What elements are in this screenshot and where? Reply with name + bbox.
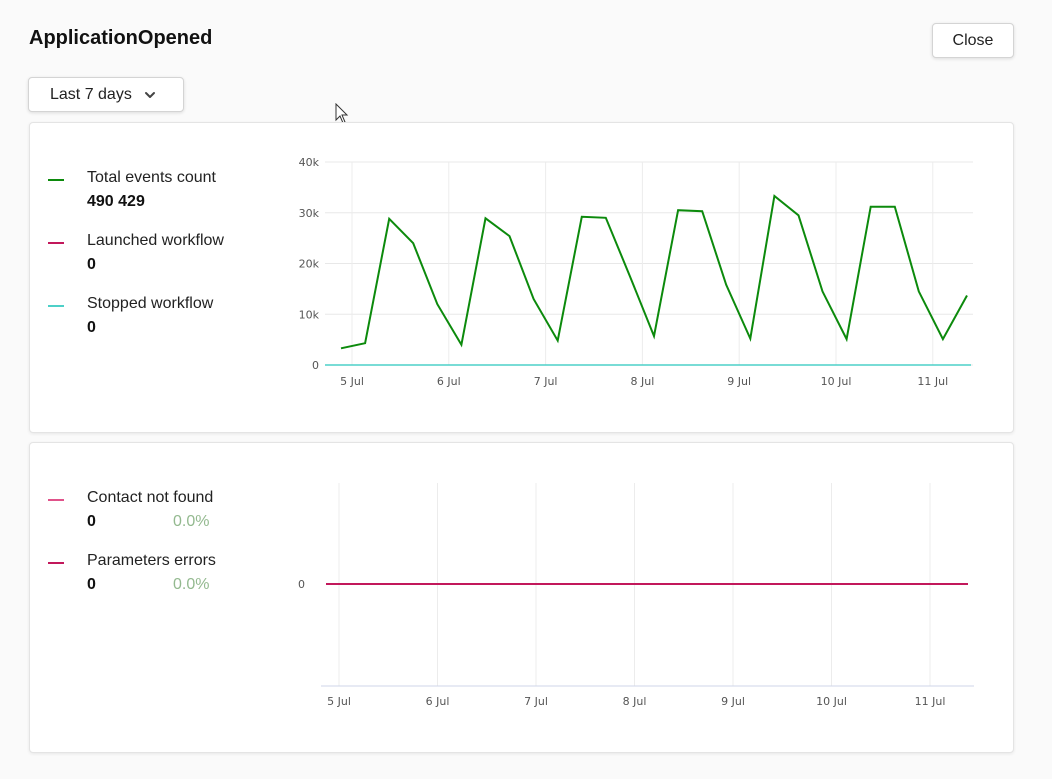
legend-label: Parameters errors bbox=[87, 552, 216, 569]
x-tick-label: 9 Jul bbox=[727, 375, 751, 388]
legend-line-launched bbox=[48, 242, 64, 244]
date-range-label: Last 7 days bbox=[50, 85, 132, 103]
x-tick-label: 5 Jul bbox=[327, 695, 351, 708]
y-tick-label: 40k bbox=[299, 156, 320, 169]
close-button[interactable]: Close bbox=[932, 23, 1014, 58]
legend-label: Contact not found bbox=[87, 489, 214, 506]
legend-value: 0 bbox=[87, 256, 96, 273]
x-tick-label: 10 Jul bbox=[816, 695, 847, 708]
x-tick-label: 5 Jul bbox=[340, 375, 364, 388]
y-tick-label: 0 bbox=[312, 359, 319, 372]
legend-value: 0 bbox=[87, 319, 96, 336]
x-tick-label: 11 Jul bbox=[915, 695, 946, 708]
series-total-events bbox=[340, 194, 968, 350]
x-tick-label: 8 Jul bbox=[623, 695, 647, 708]
y-tick-label: 0 bbox=[298, 578, 305, 591]
legend-percent: 0.0% bbox=[173, 513, 210, 530]
legend-line-total bbox=[48, 179, 64, 181]
chevron-down-icon bbox=[145, 92, 155, 98]
x-tick-label: 7 Jul bbox=[534, 375, 558, 388]
events-line-chart: 0 10k 20k 30k 40k 5 Jul 6 Jul 7 Jul 8 Jul 9 Jul 10… bbox=[299, 156, 973, 388]
x-tick-label: 7 Jul bbox=[524, 695, 548, 708]
x-tick-label: 6 Jul bbox=[426, 695, 450, 708]
date-range-select[interactable]: Last 7 days bbox=[28, 77, 184, 112]
legend-value: 0 bbox=[87, 576, 96, 593]
legend-value: 0 bbox=[87, 513, 96, 530]
legend-line-parameters bbox=[48, 562, 64, 564]
legend-label: Total events count bbox=[87, 169, 216, 186]
legend-label: Launched workflow bbox=[87, 232, 224, 249]
y-tick-label: 30k bbox=[299, 207, 320, 220]
legend-line-stopped bbox=[48, 305, 64, 307]
errors-line-chart: 5 Jul 6 Jul 7 Jul 8 Jul 9 Jul 10 Jul 11 Jul 0 bbox=[298, 483, 974, 708]
x-tick-label: 8 Jul bbox=[631, 375, 655, 388]
legend-label: Stopped workflow bbox=[87, 295, 214, 312]
y-tick-label: 20k bbox=[299, 258, 320, 271]
x-tick-label: 10 Jul bbox=[821, 375, 852, 388]
x-tick-label: 9 Jul bbox=[721, 695, 745, 708]
errors-card: Contact not found 0 0.0% Parameters erro… bbox=[29, 442, 1014, 753]
legend-percent: 0.0% bbox=[173, 576, 210, 593]
x-tick-label: 11 Jul bbox=[917, 375, 948, 388]
page-title: ApplicationOpened bbox=[29, 27, 213, 49]
y-tick-label: 10k bbox=[299, 308, 320, 321]
legend-value: 490 429 bbox=[87, 193, 145, 210]
legend-line-contact bbox=[48, 499, 64, 501]
events-card: Total events count 490 429 Launched work… bbox=[29, 122, 1014, 433]
x-tick-label: 6 Jul bbox=[437, 375, 461, 388]
